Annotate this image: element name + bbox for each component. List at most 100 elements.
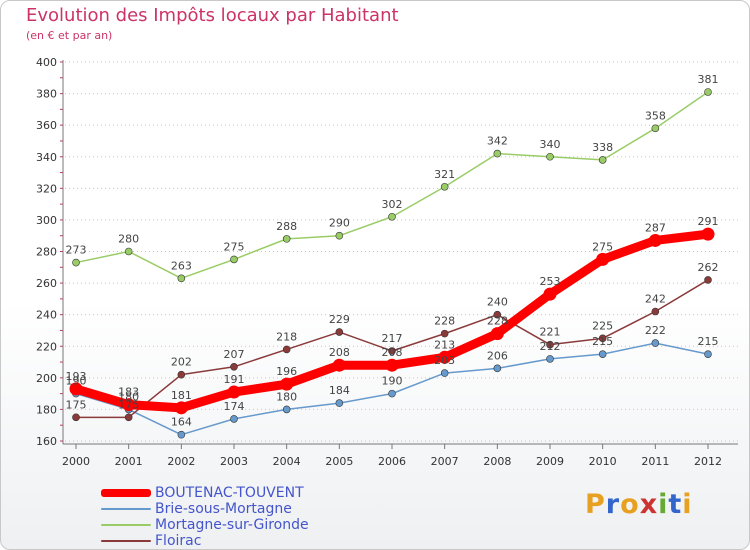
data-point [438, 350, 452, 364]
data-point [546, 152, 554, 161]
data-label: 229 [329, 313, 350, 326]
data-label: 338 [592, 141, 613, 154]
legend-item-boutenac: BOUTENAC-TOUVENT [101, 485, 309, 501]
data-label: 203 [434, 354, 455, 367]
y-tick-label: 160 [36, 435, 57, 448]
data-label: 342 [487, 135, 508, 148]
data-label: 381 [698, 73, 719, 86]
data-label: 207 [224, 348, 245, 361]
data-point [388, 212, 396, 221]
data-labels: 190 180 164 174 180 184 190 203 206 212 215 222 215 2… [66, 73, 719, 429]
data-label: 275 [224, 240, 245, 253]
data-point [440, 369, 449, 377]
y-tick-label: 220 [36, 340, 57, 353]
data-point [177, 370, 186, 379]
data-point [598, 334, 607, 343]
data-point [651, 339, 660, 347]
data-label: 217 [382, 332, 403, 345]
data-label: 222 [645, 324, 666, 337]
data-label: 218 [276, 330, 297, 343]
data-label: 225 [592, 319, 613, 332]
data-point [704, 88, 712, 96]
data-label: 291 [698, 215, 719, 228]
data-point [388, 389, 396, 398]
legend-swatch-brie [101, 508, 151, 510]
data-point [124, 247, 133, 256]
data-label: 273 [66, 244, 87, 257]
data-point [335, 328, 344, 336]
data-point [72, 258, 80, 267]
logo-letter: o [620, 489, 640, 520]
x-tick-label: 2000 [62, 455, 90, 468]
data-label: 228 [434, 315, 455, 328]
y-tick-label: 320 [36, 182, 57, 195]
x-tick-label: 2006 [378, 455, 406, 468]
data-point [598, 350, 607, 358]
legend-label-brie: Brie-sous-Mortagne [155, 501, 292, 517]
x-tick-label: 2007 [431, 455, 459, 468]
data-label: 280 [118, 233, 139, 246]
data-point [651, 307, 660, 316]
data-point [440, 329, 449, 338]
data-point [124, 413, 133, 422]
data-point [701, 227, 715, 241]
x-tick-label: 2005 [325, 455, 353, 468]
data-label: 215 [698, 335, 719, 348]
data-label: 180 [276, 390, 297, 403]
data-point [546, 340, 554, 349]
data-label: 183 [118, 386, 139, 399]
data-point [174, 401, 188, 415]
y-tick-label: 200 [36, 372, 57, 385]
x-tick-label: 2008 [483, 455, 511, 468]
data-label: 175 [118, 398, 139, 411]
data-label: 302 [382, 198, 403, 211]
series-line [75, 91, 709, 280]
data-label: 275 [592, 240, 613, 253]
proxiti-logo: Proxiti [585, 489, 693, 520]
data-point [230, 255, 238, 264]
data-point [230, 415, 238, 423]
chart-title: Evolution des Impôts locaux par Habitant [26, 5, 399, 26]
legend-swatch-floirac [101, 540, 151, 542]
data-label: 262 [698, 261, 719, 274]
logo-letter: t [668, 489, 683, 520]
data-label: 181 [171, 389, 192, 402]
data-point [69, 382, 83, 396]
x-tick-label: 2011 [641, 455, 669, 468]
data-label: 184 [329, 384, 350, 397]
data-point [596, 252, 610, 266]
data-point [122, 398, 136, 412]
data-label: 358 [645, 109, 666, 122]
logo-letter: r [605, 489, 621, 520]
data-point [493, 364, 502, 373]
data-point [177, 430, 186, 439]
legend-item-mortagne: Mortagne-sur-Gironde [101, 517, 309, 533]
data-label: 196 [276, 365, 297, 378]
data-point [598, 156, 607, 164]
data-label: 190 [382, 375, 403, 388]
data-point [440, 182, 449, 191]
data-label: 215 [592, 335, 613, 348]
y-tick-label: 180 [36, 403, 57, 416]
data-point [648, 233, 662, 247]
data-point [493, 149, 502, 158]
data-label: 208 [382, 346, 403, 359]
data-point [704, 276, 712, 284]
data-label: 190 [66, 375, 87, 388]
data-point [332, 358, 346, 372]
data-point [282, 405, 291, 414]
legend-label-mortagne: Mortagne-sur-Gironde [155, 517, 309, 533]
data-point [704, 350, 712, 358]
data-point [335, 399, 344, 407]
y-tick-label: 280 [36, 246, 57, 259]
data-label: 340 [540, 138, 561, 151]
data-label: 321 [434, 168, 455, 181]
data-label: 191 [224, 373, 245, 386]
x-tick-label: 2003 [220, 455, 248, 468]
logo-letter: x [639, 489, 659, 520]
data-point [490, 327, 504, 341]
legend-label-boutenac: BOUTENAC-TOUVENT [155, 485, 304, 501]
data-point [280, 377, 294, 391]
y-tick-label: 240 [36, 309, 57, 322]
